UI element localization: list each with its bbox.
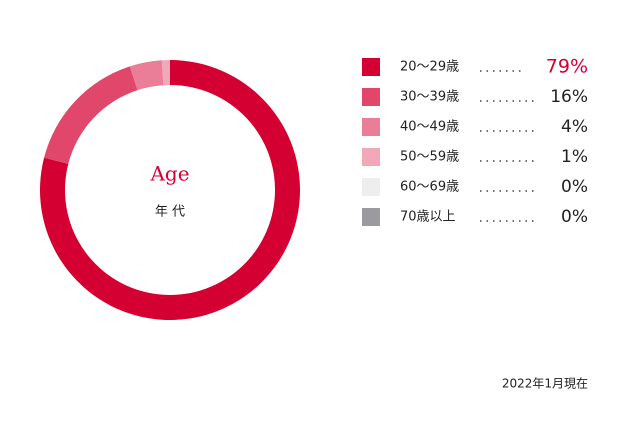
legend-swatch (362, 208, 380, 226)
legend-swatch (362, 58, 380, 76)
value-label: 0% (561, 177, 588, 197)
donut-segment (129, 60, 164, 91)
legend-label: 20〜29歳 (400, 60, 459, 75)
legend-label: 70歳以上 (400, 210, 456, 225)
legend-label: 60〜69歳 (400, 180, 459, 195)
legend-swatch (362, 148, 380, 166)
note: 2022年1月現在 (502, 377, 588, 391)
value-label: 0% (561, 207, 588, 227)
value-label: 1% (561, 147, 588, 167)
legend-swatch (362, 118, 380, 136)
legend-label: 50〜59歳 (400, 150, 459, 165)
legend-label: 40〜49歳 (400, 120, 459, 135)
center-subtitle: 年 代 (155, 205, 185, 220)
donut-segment (161, 60, 170, 86)
legend-label: 30〜39歳 (400, 90, 459, 105)
value-label: 4% (561, 117, 588, 137)
legend-swatch (362, 178, 380, 196)
legend-swatch (362, 88, 380, 106)
value-label: 16% (550, 87, 588, 107)
donut-segment (44, 66, 138, 164)
center-title: Age (149, 162, 189, 186)
value-label: 79% (546, 56, 588, 78)
